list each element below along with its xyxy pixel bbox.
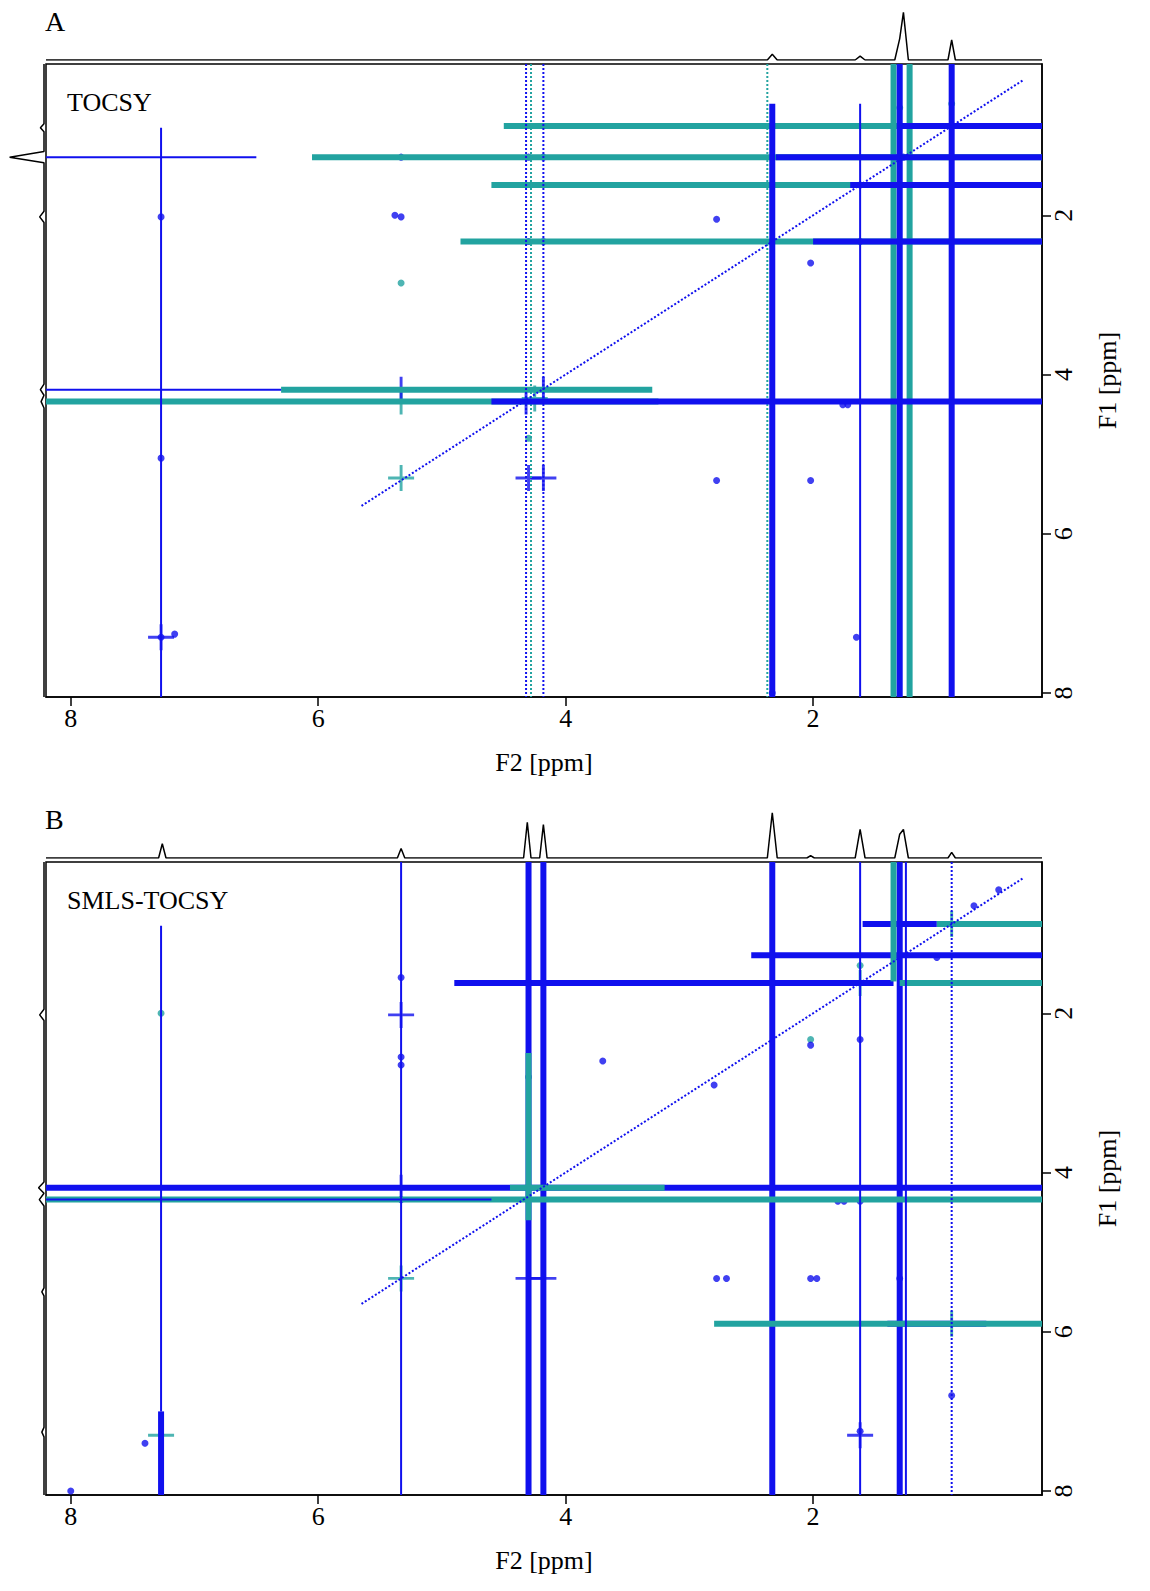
svg-text:F1 [ppm]: F1 [ppm] <box>1093 332 1122 430</box>
svg-text:TOCSY: TOCSY <box>67 88 152 117</box>
svg-text:8: 8 <box>1049 687 1078 700</box>
svg-text:SMLS-TOCSY: SMLS-TOCSY <box>67 886 229 915</box>
svg-text:F2 [ppm]: F2 [ppm] <box>495 748 593 777</box>
svg-text:4: 4 <box>1049 368 1078 381</box>
svg-text:2: 2 <box>1049 209 1078 222</box>
svg-text:6: 6 <box>312 1502 325 1531</box>
svg-text:8: 8 <box>64 1502 77 1531</box>
svg-text:8: 8 <box>64 704 77 733</box>
svg-text:6: 6 <box>1049 527 1078 540</box>
svg-text:6: 6 <box>1049 1325 1078 1338</box>
svg-text:2: 2 <box>807 704 820 733</box>
svg-text:8: 8 <box>1049 1485 1078 1498</box>
svg-text:B: B <box>45 804 64 835</box>
svg-text:2: 2 <box>807 1502 820 1531</box>
svg-text:4: 4 <box>1049 1166 1078 1179</box>
svg-text:F1 [ppm]: F1 [ppm] <box>1093 1130 1122 1228</box>
svg-text:F2 [ppm]: F2 [ppm] <box>495 1546 593 1575</box>
svg-text:2: 2 <box>1049 1007 1078 1020</box>
svg-text:A: A <box>45 6 66 37</box>
svg-text:6: 6 <box>312 704 325 733</box>
svg-text:4: 4 <box>559 1502 572 1531</box>
svg-text:4: 4 <box>559 704 572 733</box>
